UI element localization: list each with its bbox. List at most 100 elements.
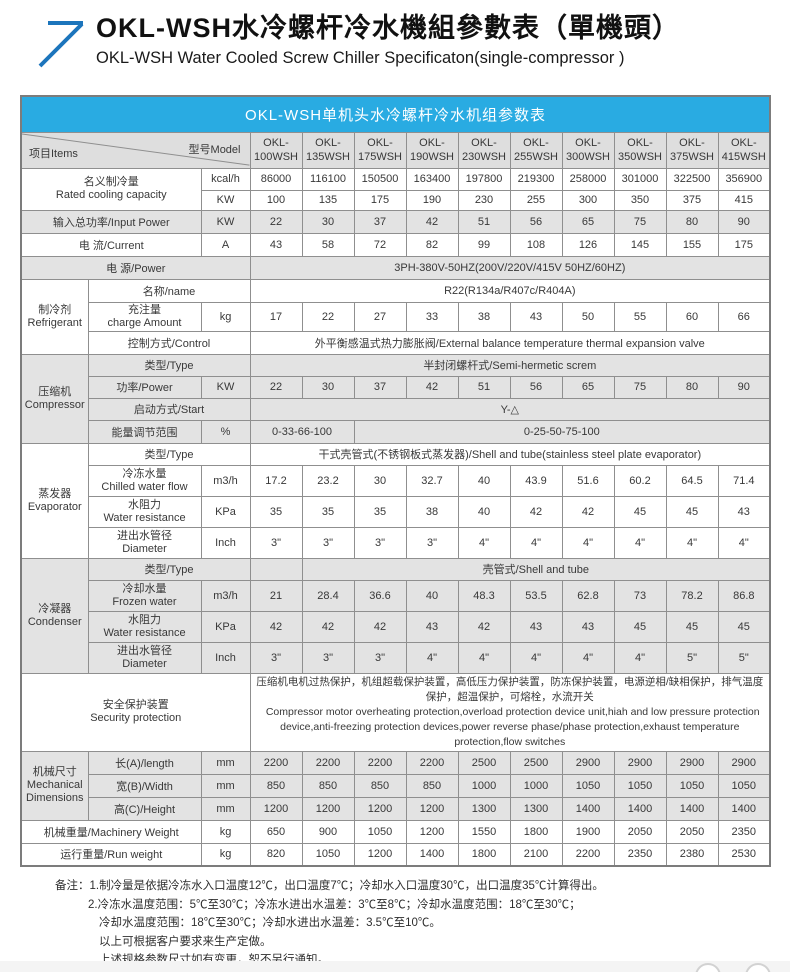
value-cell: 42 <box>509 495 563 528</box>
value-cell: 3" <box>405 526 459 559</box>
value-cell: 1050 <box>717 773 771 798</box>
condenser-flow-row: 冷却水量 Frozen water m3/h 21 28.4 36.6 40 48.3 5… <box>21 579 771 612</box>
power-supply-value: 3PH-380V-50HZ(200V/220V/415V 50HZ/60HZ) <box>249 255 771 280</box>
width-label: 宽(B)/Width <box>87 773 202 798</box>
corner-header-cell: 项目Items 型号Model <box>20 131 251 169</box>
value-cell: 4" <box>561 526 615 559</box>
refrigerant-control-label: 控制方式/Control <box>87 330 251 355</box>
value-cell: 2100 <box>509 842 563 867</box>
condenser-type-value: 壳管式/Shell and tube <box>301 557 771 581</box>
value-cell: 145 <box>613 232 667 257</box>
value-cell: 4" <box>457 526 511 559</box>
energy-range-row: 能量调节范围 % 0-33-66-100 0-25-50-75-100 <box>21 419 771 444</box>
value-cell: 45 <box>717 610 771 643</box>
value-cell: 1300 <box>457 796 511 821</box>
dimension-height-row: 高(C)/Height mm 1200 1200 1200 1200 1300 1300 1… <box>21 796 771 821</box>
value-cell: 3" <box>249 641 303 674</box>
unit-cell: kg <box>200 301 251 332</box>
value-cell: 2200 <box>353 750 407 775</box>
value-cell: 43 <box>561 610 615 643</box>
cond-flow-label-cn: 冷却水量 <box>122 582 167 595</box>
value-cell: 73 <box>613 579 667 612</box>
compressor-power-row: 功率/Power KW 22 30 37 42 51 56 65 75 80 90 <box>21 375 771 399</box>
spec-table-wrapper: OKL-WSH单机头水冷螺杆冷水机组参数表 项目Items 型号Model OK… <box>20 95 772 867</box>
value-cell: 42 <box>353 610 407 643</box>
value-cell: 28.4 <box>301 579 355 612</box>
value-cell: 4" <box>405 641 459 674</box>
value-cell: 2380 <box>665 842 719 867</box>
unit-cell: KPa <box>200 495 251 528</box>
unit-cell: mm <box>200 796 251 821</box>
value-cell: 55 <box>613 301 667 332</box>
model-header-cell: OKL- 375WSH <box>665 131 719 169</box>
unit-cell: % <box>200 419 251 444</box>
machinery-weight-label: 机械重量/Machinery Weight <box>20 819 202 844</box>
value-cell: 4" <box>457 641 511 674</box>
security-value-cn: 压缩机电机过热保护，机组超载保护装置，高低压力保护装置，防冻保护装置，电源逆相/… <box>256 675 764 703</box>
value-cell: 27 <box>353 301 407 332</box>
rated-capacity-kcal-row: 名义制冷量 Rated cooling capacity kcal/h 8600… <box>20 167 771 211</box>
evaporator-type-value: 干式壳管式(不锈钢板式蒸发器)/Shell and tube(stainless… <box>249 442 771 466</box>
value-cell: 38 <box>457 301 511 332</box>
value-cell: 155 <box>665 232 719 257</box>
table-title-row: OKL-WSH单机头水冷螺杆冷水机组参数表 <box>20 95 771 133</box>
unit-cell: KW <box>200 189 251 211</box>
value-cell: 255 <box>509 189 563 211</box>
run-weight-label: 运行重量/Run weight <box>20 842 202 867</box>
evaporator-group-label: 蒸发器 Evaporator <box>20 442 89 559</box>
value-cell: 850 <box>405 773 459 798</box>
value-cell: 2200 <box>249 750 303 775</box>
value-cell: 42 <box>301 610 355 643</box>
value-cell: 850 <box>249 773 303 798</box>
value-cell: 45 <box>665 610 719 643</box>
cond-dia-label-cn: 进出水管径 <box>117 644 172 657</box>
page-header: OKL-WSH水冷螺杆冷水機組參數表（單機頭） OKL-WSH Water Co… <box>0 0 790 72</box>
compressor-start-row: 启动方式/Start Y-△ <box>21 397 771 421</box>
refrigerant-name-label: 名称/name <box>87 278 251 303</box>
model-header-cell: OKL- 415WSH <box>717 131 771 169</box>
value-cell: 32.7 <box>405 464 459 497</box>
value-cell: 230 <box>457 189 511 211</box>
value-cell: 86000 <box>249 167 303 191</box>
page-title-cn: OKL-WSH水冷螺杆冷水機組參數表（單機頭） <box>96 13 680 43</box>
value-cell: 43 <box>509 610 563 643</box>
value-cell: 40 <box>457 495 511 528</box>
value-cell: 30 <box>301 375 355 399</box>
evap-dia-label-en: Diameter <box>122 542 167 555</box>
unit-cell: mm <box>200 773 251 798</box>
value-cell: 72 <box>353 232 407 257</box>
spec-table: OKL-WSH单机头水冷螺杆冷水机组参数表 项目Items 型号Model OK… <box>20 95 772 867</box>
energy-range-value-a: 0-33-66-100 <box>249 419 355 444</box>
value-cell: 3" <box>353 526 407 559</box>
value-cell: 375 <box>665 189 719 211</box>
value-cell: 4" <box>717 526 771 559</box>
current-label: 电 流/Current <box>20 232 202 257</box>
compressor-group-label: 压缩机 Compressor <box>20 353 89 444</box>
value-cell: 1200 <box>301 796 355 821</box>
value-cell: 1200 <box>405 796 459 821</box>
value-cell: 42 <box>405 209 459 234</box>
value-cell: 135 <box>301 189 355 211</box>
value-cell: 650 <box>249 819 303 844</box>
value-cell: 75 <box>613 375 667 399</box>
value-cell: 45 <box>665 495 719 528</box>
evaporator-diameter-row: 进出水管径 Diameter Inch 3" 3" 3" 3" 4" 4" 4" 4" 4" 4" <box>21 526 771 559</box>
value-cell: 5" <box>665 641 719 674</box>
value-cell: 1300 <box>509 796 563 821</box>
condenser-type-label: 类型/Type <box>87 557 251 581</box>
evap-res-label-en: Water resistance <box>103 511 186 524</box>
value-cell: 219300 <box>509 167 563 191</box>
value-cell: 415 <box>717 189 771 211</box>
note-cn-line1: 备注：1.制冷量是依据冷冻水入口温度12℃，出口温度7℃；冷却水入口温度30℃，… <box>55 880 604 892</box>
unit-cell: Inch <box>200 526 251 559</box>
charge-label-en: charge Amount <box>107 316 182 329</box>
security-protection-row: 安全保护装置 Security protection 压缩机电机过热保护，机组超… <box>20 672 771 752</box>
value-cell: 4" <box>613 526 667 559</box>
value-cell: 3" <box>249 526 303 559</box>
value-cell: 80 <box>665 209 719 234</box>
value-cell: 60.2 <box>613 464 667 497</box>
cond-res-label-en: Water resistance <box>103 626 186 639</box>
refrigerant-charge-label: 充注量 charge Amount <box>87 301 202 332</box>
value-cell: 1200 <box>249 796 303 821</box>
condenser-flow-label: 冷却水量 Frozen water <box>87 579 202 612</box>
